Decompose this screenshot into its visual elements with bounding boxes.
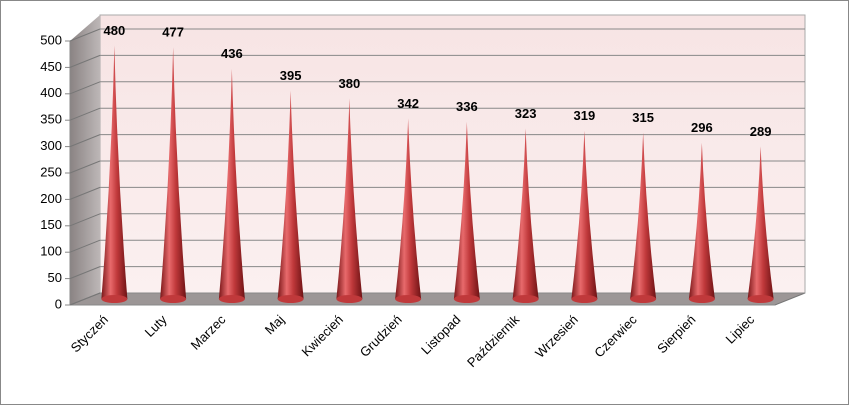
y-tick-label: 250 [40,164,62,179]
y-tick-label: 500 [40,32,62,47]
grid-line [69,266,101,280]
value-label: 342 [397,96,419,111]
cone-base [747,295,774,303]
cone-base [512,295,539,303]
cone [395,118,422,303]
cone-body [277,90,304,299]
value-label: 296 [691,120,713,135]
value-label: 319 [574,108,596,123]
cone-body [336,98,363,299]
cone-body [101,45,128,300]
cone-body [512,128,539,299]
value-label: 480 [104,23,126,38]
value-label: 380 [339,76,361,91]
cone [101,45,128,303]
side-wall [70,15,100,305]
cone-base [160,295,187,303]
grid-line [69,54,101,68]
y-tick-label: 50 [48,270,62,285]
y-tick-label: 0 [55,296,62,311]
value-label: 336 [456,99,478,114]
y-tick-label: 450 [40,59,62,74]
grid-line [69,134,101,148]
y-tick-label: 300 [40,138,62,153]
value-label: 477 [162,25,184,40]
cone [218,68,245,303]
value-label: 395 [280,68,302,83]
cone-body [747,146,774,299]
cone [630,132,657,303]
cone-base [277,295,304,303]
cone-body [218,68,245,300]
value-label: 289 [750,124,772,139]
y-tick-label: 200 [40,191,62,206]
grid-line [69,213,101,227]
grid-line [69,81,101,95]
y-tick-label: 350 [40,112,62,127]
cone [277,90,304,303]
cone-base [101,295,128,303]
y-tick-label: 150 [40,217,62,232]
grid-line [69,292,101,306]
grid-line [69,186,101,200]
grid-line [69,239,101,253]
y-tick-label: 400 [40,85,62,100]
grid-line [69,28,101,42]
value-label: 436 [221,46,243,61]
grid-line [69,160,101,174]
cone-base [218,295,245,303]
cone [160,47,187,303]
value-label: 323 [515,106,537,121]
cone [512,128,539,303]
cone-body [630,132,657,299]
cone-body [688,142,715,299]
cone [453,121,480,303]
cone [571,130,598,303]
cone-base [453,295,480,303]
cone-body [395,118,422,299]
grid-line [69,107,101,121]
cone-base [688,295,715,303]
value-label: 315 [632,110,654,125]
cone [336,98,363,303]
cone-body [453,121,480,299]
cone-base [630,295,657,303]
cone-base [571,295,598,303]
cone [688,142,715,303]
cone-base [336,295,363,303]
cone-body [160,47,187,300]
y-tick-label: 100 [40,244,62,259]
cone-body [571,130,598,299]
cone [747,146,774,303]
cone-base [395,295,422,303]
